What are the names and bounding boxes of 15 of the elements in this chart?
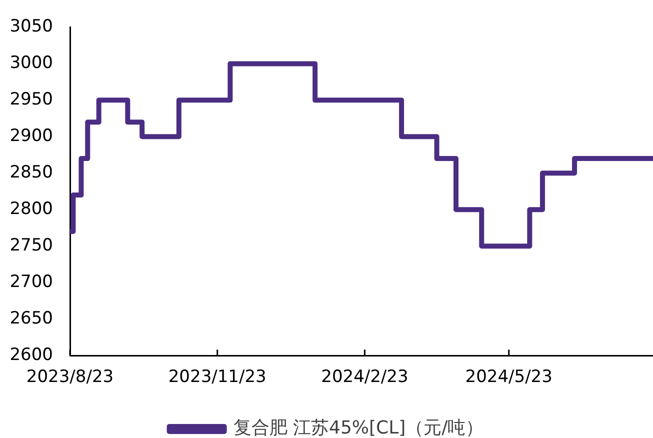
y-tick-label: 2650 <box>10 308 53 329</box>
legend-label: 复合肥 江苏45%[CL]（元/吨） <box>233 418 484 438</box>
x-tick-label: 2024/2/23 <box>321 367 408 388</box>
y-tick-label: 2750 <box>10 236 53 256</box>
y-tick-label: 2900 <box>10 126 53 146</box>
y-tick-label: 2700 <box>10 272 53 292</box>
x-tick-label: 2024/5/23 <box>465 367 552 388</box>
x-tick-label: 2023/8/23 <box>26 367 114 388</box>
y-tick-label: 3050 <box>10 16 53 37</box>
y-tick-label: 3000 <box>10 53 53 74</box>
y-tick-label: 2850 <box>10 162 53 183</box>
y-tick-label: 2950 <box>10 90 53 110</box>
y-tick-label: 2800 <box>10 199 53 220</box>
y-tick-label: 2600 <box>10 345 53 366</box>
x-tick-label: 2023/11/23 <box>168 367 266 388</box>
